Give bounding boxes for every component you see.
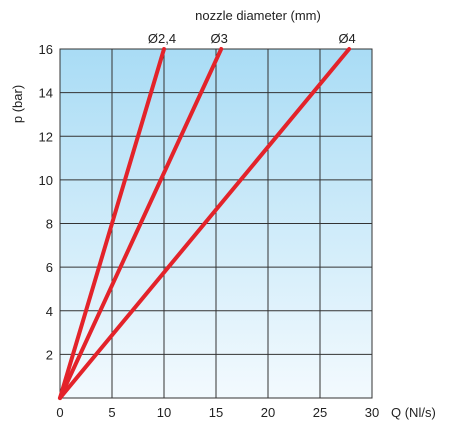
x-tick-label: 10 — [157, 405, 171, 420]
y-tick-label: 16 — [39, 42, 53, 57]
series-line — [58, 47, 352, 400]
y-tick-label: 6 — [46, 260, 53, 275]
x-tick-label: 20 — [261, 405, 275, 420]
x-tick-label: 5 — [108, 405, 115, 420]
x-tick-label: 30 — [365, 405, 379, 420]
y-tick-label: 4 — [46, 304, 53, 319]
series-line — [58, 47, 166, 400]
series-labels: Ø2,4 Ø3 Ø4 — [148, 31, 356, 46]
chart-title: nozzle diameter (mm) — [195, 8, 321, 23]
x-axis-title: Q (Nl/s) — [391, 405, 436, 420]
y-tick-label: 12 — [39, 129, 53, 144]
series-lines — [58, 47, 352, 400]
y-tick-label: 14 — [39, 86, 53, 101]
y-tick-label: 10 — [39, 173, 53, 188]
x-tick-labels: 0 5 10 15 20 25 30 — [56, 405, 379, 420]
plot-frame — [59, 48, 373, 399]
series-label: Ø2,4 — [148, 31, 176, 46]
series-line — [58, 47, 224, 400]
series-label: Ø4 — [338, 31, 355, 46]
y-tick-label: 8 — [46, 217, 53, 232]
y-axis-title: p (bar) — [10, 85, 25, 123]
series-label: Ø3 — [211, 31, 228, 46]
y-tick-labels: 2 4 6 8 10 12 14 16 — [39, 42, 53, 362]
x-tick-label: 0 — [56, 405, 63, 420]
x-tick-label: 15 — [209, 405, 223, 420]
grid — [59, 48, 373, 399]
y-tick-label: 2 — [46, 347, 53, 362]
x-tick-label: 25 — [313, 405, 327, 420]
